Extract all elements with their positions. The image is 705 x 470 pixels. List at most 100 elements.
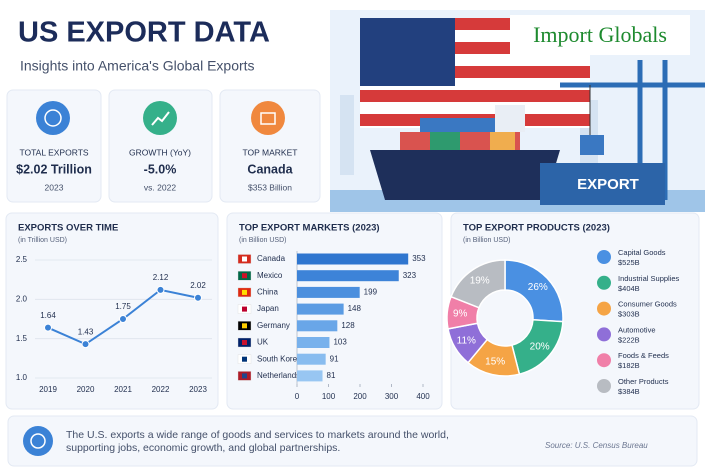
data-label: 1.64 xyxy=(40,311,56,320)
legend-amount: $404B xyxy=(618,284,640,293)
logo: Import Globals xyxy=(533,22,667,47)
x-tick-label: 2022 xyxy=(152,385,170,394)
kpi-label: TOP MARKET xyxy=(243,147,298,157)
data-label: 26% xyxy=(528,282,548,293)
y-tick-label: 1.0 xyxy=(16,373,28,382)
legend-amount: $222B xyxy=(618,335,640,344)
legend-swatch xyxy=(597,379,611,393)
flag xyxy=(242,323,247,329)
x-tick-label: 300 xyxy=(385,392,399,401)
legend-label: Other Products xyxy=(618,377,669,386)
x-tick-label: 2023 xyxy=(189,385,207,394)
data-label: 2.12 xyxy=(153,273,169,282)
data-label: 91 xyxy=(330,354,339,363)
flag xyxy=(242,289,247,295)
logo-box xyxy=(510,15,690,55)
y-tick-label: 2.5 xyxy=(16,255,28,264)
kpi-value: $2.02 Trillion xyxy=(16,162,92,176)
kpi-note: 2023 xyxy=(45,182,64,192)
legend-amount: $525B xyxy=(618,258,640,267)
legend-swatch xyxy=(597,327,611,342)
footer-icon xyxy=(23,426,53,456)
flag xyxy=(242,273,247,279)
legend-swatch xyxy=(597,301,611,316)
slice xyxy=(450,259,506,309)
x-tick-label: 0 xyxy=(295,392,300,401)
data-label: 20% xyxy=(530,341,550,352)
x-tick-label: 2021 xyxy=(114,385,132,394)
category-label: Japan xyxy=(257,304,279,313)
kpi-value: -5.0% xyxy=(144,162,177,176)
kpi-value: Canada xyxy=(247,162,293,176)
point xyxy=(156,285,165,294)
kpi-icon xyxy=(251,101,285,135)
data-label: 323 xyxy=(403,271,417,280)
point xyxy=(194,293,202,302)
x-tick-label: 2020 xyxy=(77,385,95,394)
data-label: 11% xyxy=(457,336,476,347)
bar xyxy=(297,320,338,332)
bar xyxy=(297,270,399,282)
category-label: Canada xyxy=(257,254,286,263)
bar xyxy=(297,286,360,298)
data-label: 148 xyxy=(348,304,362,313)
chart-subtitle: (in Trillion USD) xyxy=(18,237,67,244)
kpi-note: $353 Billion xyxy=(248,182,292,192)
footer-text: The U.S. exports a wide range of goods a… xyxy=(66,429,449,441)
y-tick-label: 1.5 xyxy=(16,334,28,343)
kpi-card xyxy=(108,89,213,203)
data-label: 1.43 xyxy=(78,327,94,336)
subtitle: Insights into America's Global Exports xyxy=(20,58,255,74)
legend-label: Automotive xyxy=(618,325,656,334)
bar xyxy=(297,370,323,382)
legend-amount: $303B xyxy=(618,310,640,319)
legend-swatch xyxy=(597,353,611,368)
kpi-note: vs. 2022 xyxy=(144,182,176,192)
category-label: UK xyxy=(257,338,269,347)
data-label: 81 xyxy=(327,371,336,380)
kpi-label: TOTAL EXPORTS xyxy=(19,147,88,157)
point xyxy=(44,323,52,332)
kpi-card xyxy=(219,89,321,203)
category-label: Mexico xyxy=(257,271,283,280)
footer-icon xyxy=(30,433,46,449)
x-tick-label: 2019 xyxy=(39,385,57,394)
legend-label: Industrial Supplies xyxy=(618,274,680,283)
data-label: 353 xyxy=(412,254,426,263)
flag xyxy=(242,373,247,379)
source: Source: U.S. Census Bureau xyxy=(545,441,648,450)
kpi-icon xyxy=(36,101,70,135)
x-tick-label: 100 xyxy=(322,392,336,401)
chart-title: TOP EXPORT PRODUCTS (2023) xyxy=(463,223,610,234)
legend-swatch xyxy=(597,250,611,264)
legend-swatch xyxy=(597,275,611,290)
category-label: South Korea xyxy=(257,354,302,363)
flag xyxy=(242,256,247,262)
legend-amount: $182B xyxy=(618,361,640,370)
data-label: 103 xyxy=(333,338,347,347)
data-label: 19% xyxy=(470,275,490,286)
legend-label: Capital Goods xyxy=(618,248,666,257)
footer-text: supporting jobs, economic growth, and gl… xyxy=(66,442,340,454)
chart-subtitle: (in Billion USD) xyxy=(239,237,286,244)
data-label: 2.02 xyxy=(190,281,206,290)
legend-label: Foods & Feeds xyxy=(618,351,669,360)
kpi-card xyxy=(6,89,102,203)
point xyxy=(119,315,127,323)
chart-title: TOP EXPORT MARKETS (2023) xyxy=(239,223,380,234)
data-label: 15% xyxy=(485,357,505,368)
kpi-icon xyxy=(143,101,177,135)
data-label: 9% xyxy=(453,308,468,319)
category-label: Netherlands xyxy=(257,371,300,380)
data-label: 199 xyxy=(364,288,378,297)
flag xyxy=(242,340,247,345)
x-tick-label: 200 xyxy=(353,392,367,401)
legend-label: Consumer Goods xyxy=(618,300,677,309)
flag xyxy=(242,306,247,312)
legend-amount: $384B xyxy=(618,387,640,396)
bar xyxy=(297,253,409,265)
category-label: China xyxy=(257,288,278,297)
chart-title: EXPORTS OVER TIME xyxy=(18,223,118,234)
bar xyxy=(297,337,330,348)
